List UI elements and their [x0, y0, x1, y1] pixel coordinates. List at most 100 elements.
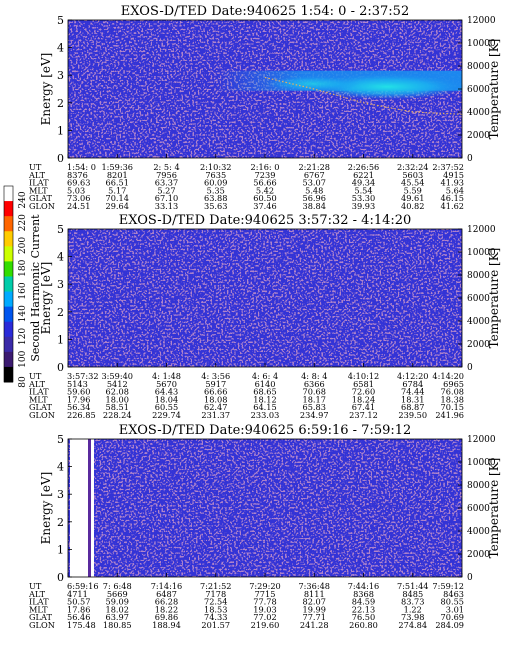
- ephemeris-cell: 62.47: [204, 402, 227, 412]
- colorbar-segment: [4, 201, 13, 217]
- ephemeris-cell: 2:21:28: [298, 162, 330, 172]
- colorbar-segment: [4, 321, 13, 338]
- ephemeris-cell: 234.97: [300, 410, 329, 420]
- ephemeris-cell: 260.80: [349, 620, 378, 630]
- y2-tick-label: 4000: [467, 317, 490, 327]
- ephemeris-cell: 8368: [353, 589, 374, 599]
- y-tick-label: 0: [57, 361, 64, 374]
- chart-title: EXOS-D/TED Date:940625 3:57:32 - 4:14:20: [119, 213, 412, 228]
- ephemeris-cell: 180.85: [103, 620, 132, 630]
- ephemeris-cell: 6784: [402, 379, 423, 389]
- y-tick-label: 1: [57, 543, 64, 556]
- ephemeris-cell: 237.12: [349, 410, 378, 420]
- y2-tick-label: 0: [467, 154, 473, 164]
- ephemeris-cell: 18.04: [155, 394, 178, 404]
- ephemeris-cell: 66.28: [155, 597, 178, 607]
- ephemeris-cell: 2: 5: 4: [153, 162, 179, 172]
- ephemeris-row-label: UT: [29, 162, 42, 172]
- ephemeris-cell: 63.88: [204, 193, 227, 203]
- colorbar-segment: [4, 336, 13, 353]
- ephemeris-cell: 8463: [443, 589, 464, 599]
- ephemeris-cell: 63.97: [106, 612, 129, 622]
- ephemeris-cell: 6767: [304, 170, 325, 180]
- ephemeris-cell: 18.17: [303, 394, 326, 404]
- ephemeris-cell: 241.28: [300, 620, 329, 630]
- ephemeris-cell: 7:44:16: [348, 581, 380, 591]
- colorbar-segment: [4, 351, 13, 368]
- ephemeris-cell: 8201: [107, 170, 128, 180]
- ephemeris-cell: 226.85: [67, 410, 96, 420]
- ephemeris-cell: 4: 3:56: [201, 371, 230, 381]
- ephemeris-cell: 5143: [67, 379, 88, 389]
- ephemeris-cell: 76.50: [352, 612, 375, 622]
- ephemeris-cell: 4: 1:48: [152, 371, 181, 381]
- chart-title: EXOS-D/TED Date:940625 6:59:16 - 7:59:12: [119, 423, 412, 438]
- ephemeris-cell: 56.46: [67, 612, 90, 622]
- ephemeris-cell: 67.41: [352, 402, 375, 412]
- ephemeris-cell: 46.15: [441, 193, 464, 203]
- ephemeris-row-label: MLT: [29, 185, 48, 195]
- colorbar-tick-label: 200: [18, 237, 28, 254]
- ephemeris-cell: 7178: [205, 589, 226, 599]
- colorbar-segment: [4, 306, 13, 323]
- ephemeris-cell: 1:54: 0: [67, 162, 96, 172]
- ephemeris-cell: 72.54: [204, 597, 227, 607]
- ephemeris-cell: 24.51: [67, 201, 90, 211]
- ephemeris-cell: 56.34: [67, 402, 90, 412]
- ephemeris-cell: 231.37: [201, 410, 230, 420]
- colorbar-tick-label: 180: [18, 259, 28, 276]
- y2-tick-label: 4000: [467, 527, 490, 537]
- y2-tick-label: 10000: [467, 458, 496, 468]
- ephemeris-cell: 80.55: [441, 597, 464, 607]
- ephemeris-cell: 4915: [443, 170, 464, 180]
- ephemeris-cell: 2:16: 0: [251, 162, 280, 172]
- ephemeris-cell: 18.38: [441, 394, 464, 404]
- ephemeris-cell: 8376: [67, 170, 88, 180]
- y-tick-label: 0: [57, 571, 64, 584]
- ephemeris-row-label: ALT: [28, 379, 46, 389]
- ephemeris-cell: 83.73: [401, 597, 424, 607]
- y2-tick-label: 6000: [467, 294, 490, 304]
- colorbar-segment: [4, 186, 13, 202]
- ephemeris-cell: 17.86: [67, 604, 90, 614]
- y2-tick-label: 12000: [467, 16, 496, 26]
- y-tick-label: 4: [57, 251, 64, 264]
- y2-tick-label: 0: [467, 573, 473, 583]
- y2-tick-label: 6000: [467, 85, 490, 95]
- ephemeris-cell: 53.07: [303, 178, 326, 188]
- y-tick-label: 1: [57, 333, 64, 346]
- ephemeris-row-label: GLAT: [29, 193, 52, 203]
- data-gap: [91, 439, 94, 577]
- y2-tick-label: 8000: [467, 271, 490, 281]
- ephemeris-cell: 175.48: [67, 620, 96, 630]
- colorbar-segment: [4, 216, 13, 232]
- ephemeris-cell: 6965: [443, 379, 464, 389]
- colorbar-tick-label: 140: [18, 305, 28, 322]
- ephemeris-cell: 49.61: [401, 193, 424, 203]
- ephemeris-cell: 3.01: [446, 604, 464, 614]
- y-tick-label: 3: [57, 488, 64, 501]
- ephemeris-row-label: GLAT: [29, 402, 52, 412]
- ephemeris-cell: 73.06: [67, 193, 90, 203]
- y2-tick-label: 8000: [467, 62, 490, 72]
- ephemeris-cell: 6366: [304, 379, 325, 389]
- ephemeris-cell: 68.87: [401, 402, 424, 412]
- ephemeris-cell: 5.42: [256, 185, 274, 195]
- ephemeris-cell: 7:36:48: [298, 581, 330, 591]
- ephemeris-row-label: GLON: [29, 410, 55, 420]
- ephemeris-cell: 18.31: [401, 394, 424, 404]
- ephemeris-cell: 59.60: [67, 387, 90, 397]
- plot-texture: [68, 439, 462, 577]
- y2-tick-label: 2000: [467, 131, 490, 141]
- y-tick-label: 5: [57, 433, 64, 446]
- colorbar-tick-label: 220: [18, 214, 28, 231]
- y-tick-label: 1: [57, 124, 64, 137]
- ephemeris-row-label: GLAT: [29, 612, 52, 622]
- ephemeris-cell: 228.24: [103, 410, 132, 420]
- colorbar-segment: [4, 291, 13, 308]
- ephemeris-row-label: GLON: [29, 620, 55, 630]
- y-tick-label: 3: [57, 278, 64, 291]
- y2-tick-label: 12000: [467, 225, 496, 235]
- y2-tick-label: 10000: [467, 39, 496, 49]
- ephemeris-cell: 67.10: [155, 193, 178, 203]
